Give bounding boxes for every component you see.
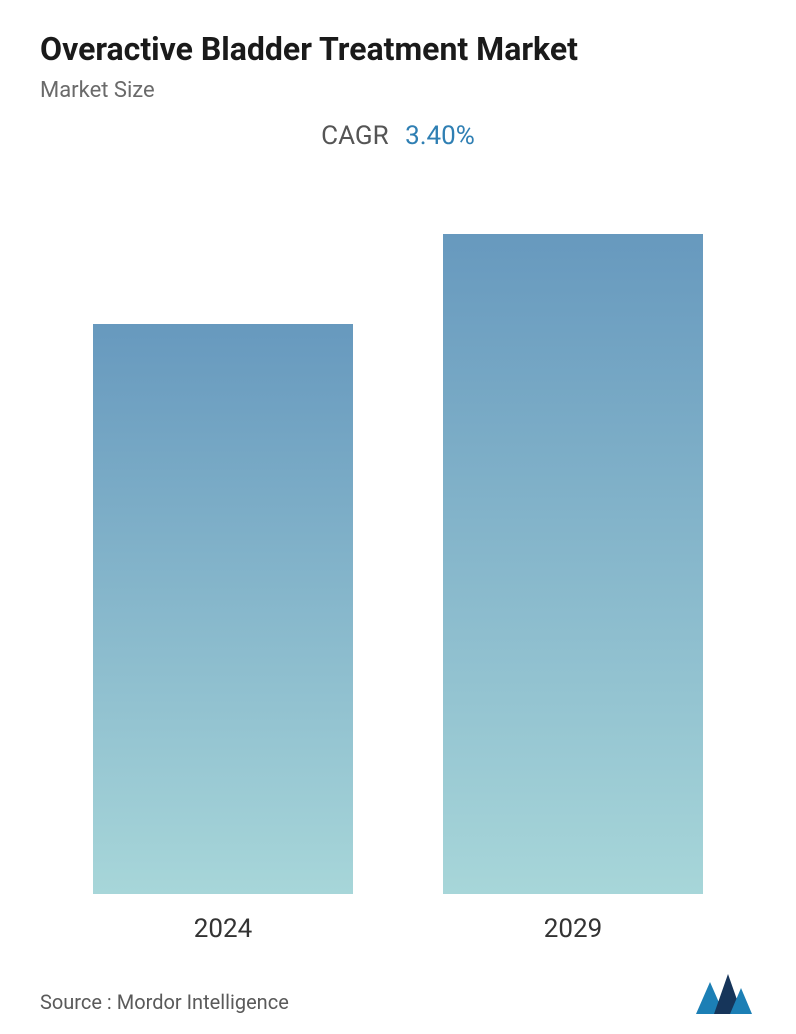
chart-container: Overactive Bladder Treatment Market Mark… <box>0 0 796 1034</box>
chart-area: 2024 2029 <box>40 161 756 944</box>
bar-label-0: 2024 <box>194 914 252 944</box>
cagr-label: CAGR <box>321 121 388 151</box>
cagr-row: CAGR 3.40% <box>40 121 756 151</box>
chart-subtitle: Market Size <box>40 78 756 103</box>
footer-row: Source : Mordor Intelligence <box>40 974 756 1014</box>
bar-0 <box>93 324 353 894</box>
mordor-logo-icon <box>696 974 752 1014</box>
bar-group-1: 2029 <box>443 234 703 944</box>
bar-label-1: 2029 <box>544 914 602 944</box>
cagr-value: 3.40% <box>405 121 475 151</box>
bar-group-0: 2024 <box>93 324 353 944</box>
bar-1 <box>443 234 703 894</box>
chart-title: Overactive Bladder Treatment Market <box>40 30 756 68</box>
source-text: Source : Mordor Intelligence <box>40 990 289 1014</box>
